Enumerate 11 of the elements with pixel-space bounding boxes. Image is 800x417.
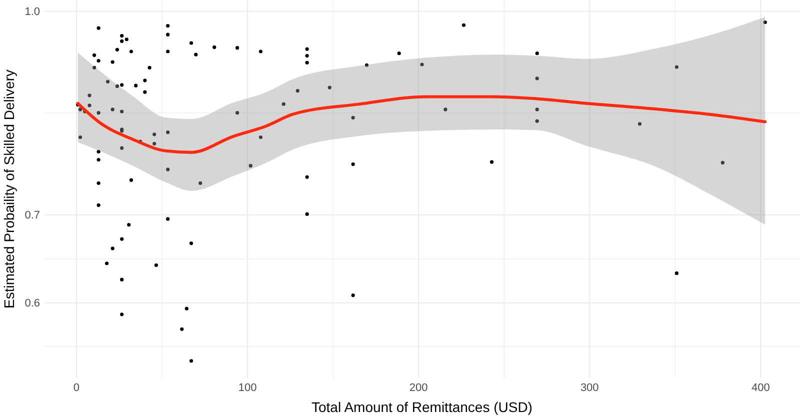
- y-axis-title: Estimated Probaility of Skilled Delivery: [1, 70, 17, 308]
- x-tick-label: 400: [751, 382, 770, 394]
- x-tick-label: 200: [409, 382, 428, 394]
- x-tick-label: 0: [73, 382, 80, 394]
- x-axis-title: Total Amount of Remittances (USD): [312, 399, 532, 415]
- y-tick-label: 0.6: [24, 298, 40, 310]
- y-tick-label: 0.7: [24, 210, 40, 222]
- x-tick-label: 100: [238, 382, 257, 394]
- line-series: [76, 95, 767, 154]
- y-tick-label: 1.0: [24, 6, 40, 18]
- x-tick-label: 300: [580, 382, 599, 394]
